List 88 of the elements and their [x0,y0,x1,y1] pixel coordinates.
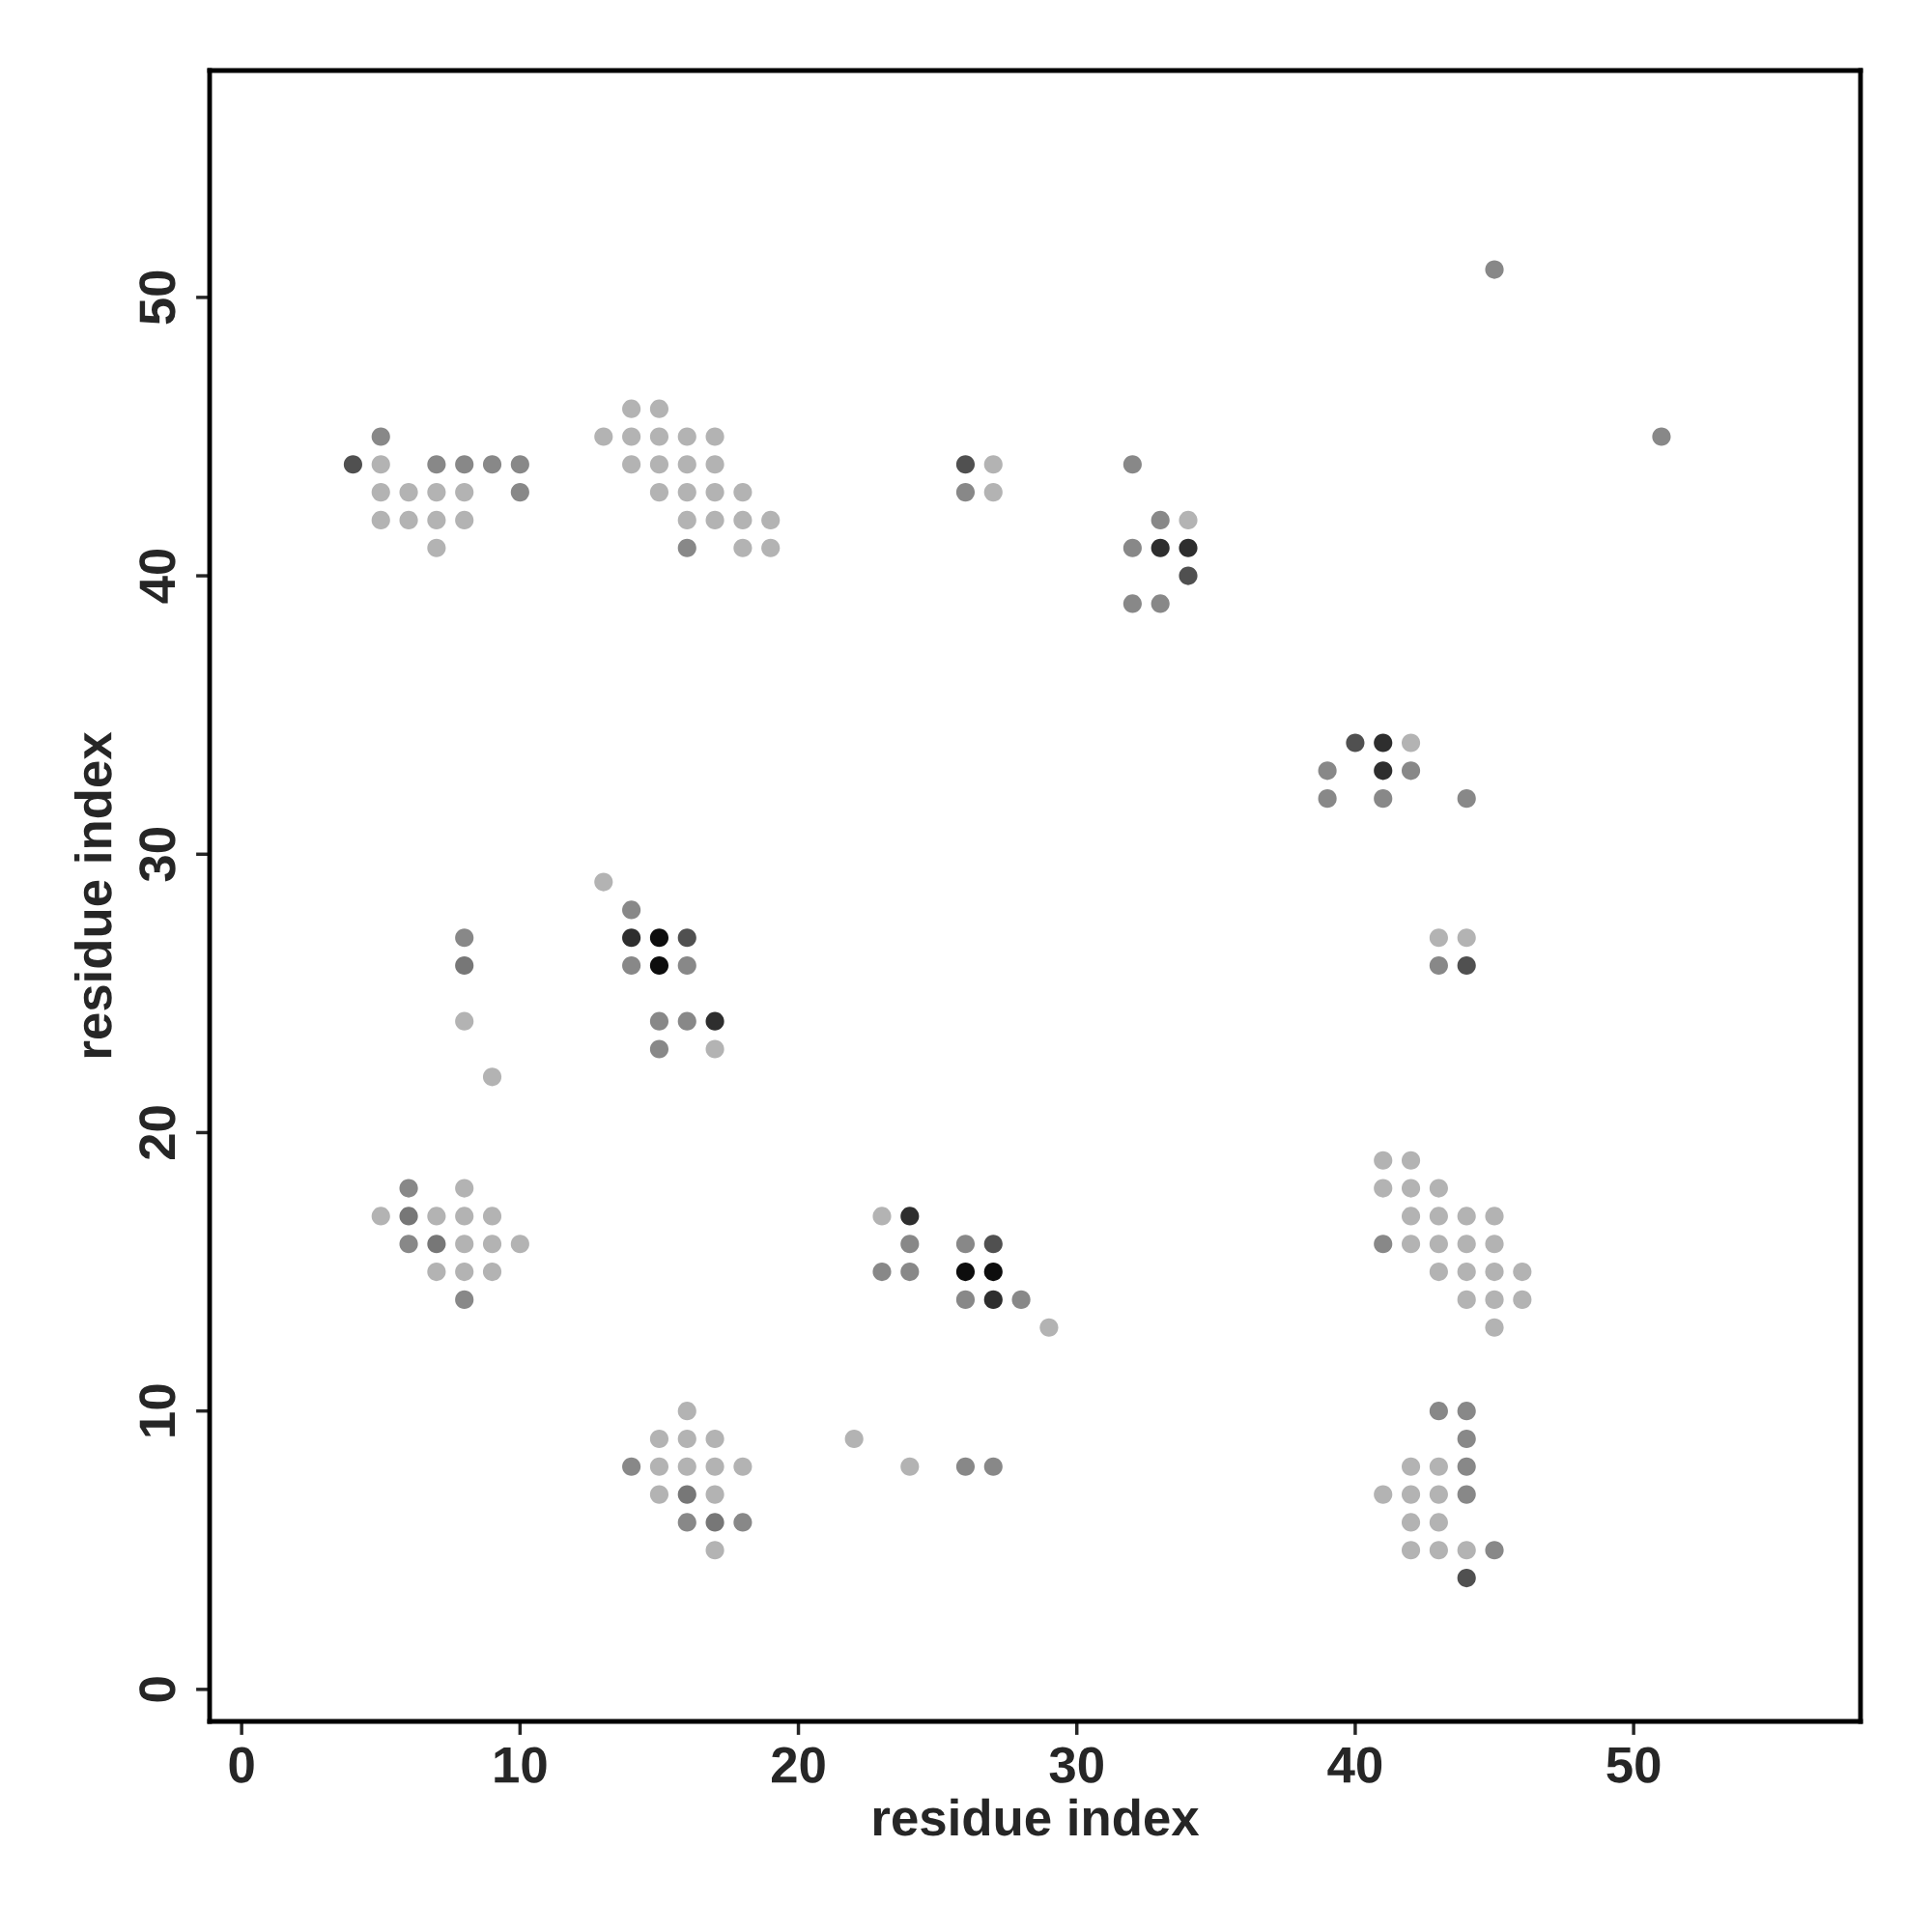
point [455,455,474,474]
point [510,455,529,474]
point [1122,538,1142,557]
point [955,1457,976,1476]
point [649,928,669,948]
point [955,1262,976,1282]
point [1151,594,1170,613]
point [733,1513,753,1532]
point [983,1457,1003,1476]
point [482,455,502,474]
point [900,1235,920,1254]
point [1179,538,1198,557]
point [983,1290,1003,1309]
point [1429,955,1448,976]
point [1011,1290,1031,1309]
point [677,955,696,976]
point [343,455,362,474]
point [1457,955,1476,976]
point [1652,427,1671,446]
point [1374,733,1393,753]
point [1485,1541,1504,1560]
point [983,1262,1003,1282]
point [1151,538,1170,557]
y-tick-label: 30 [139,828,176,882]
point [427,455,446,474]
point [955,1290,976,1309]
point [705,1011,724,1031]
point [455,1290,474,1309]
point [1179,566,1198,585]
point [705,1513,724,1532]
point [983,1235,1003,1254]
y-tick-label: 40 [139,549,176,604]
point [1346,733,1365,753]
point [677,538,696,557]
y-tick-label: 0 [139,1677,176,1702]
point [399,1235,418,1254]
x-tick-label: 20 [772,1747,825,1783]
point [677,1485,696,1504]
x-tick-label: 10 [495,1747,547,1783]
point [955,455,976,474]
point [1457,1457,1476,1476]
point [455,928,474,948]
point [677,928,696,948]
point [1429,1402,1448,1421]
point [872,1262,892,1282]
point [677,1011,696,1031]
x-axis-title: residue index [873,1798,1200,1836]
point [1122,455,1142,474]
y-tick-label: 50 [139,270,176,325]
point [900,1207,920,1226]
point [510,483,529,502]
x-tick-label: 30 [1049,1747,1103,1783]
point [1485,260,1504,279]
point [649,955,669,976]
point [955,1235,976,1254]
point [1457,1429,1476,1449]
x-tick-label: 0 [229,1747,254,1783]
point [371,427,390,446]
y-tick-label: 10 [139,1384,176,1436]
point [1318,761,1337,781]
point [649,1011,669,1031]
point [622,928,641,948]
point [455,955,474,976]
point [1318,789,1337,809]
point [1151,510,1170,530]
point [1122,594,1142,613]
point [1374,789,1393,809]
point [1457,1569,1476,1588]
point [427,1235,446,1254]
y-tick-label: 20 [139,1106,176,1159]
point [622,900,641,920]
point [622,955,641,976]
x-tick-label: 50 [1606,1747,1661,1783]
point [1457,789,1476,809]
point [1457,1402,1476,1421]
point [649,1039,669,1059]
point [1402,761,1421,781]
point [677,1513,696,1532]
point [1457,1485,1476,1504]
point [399,1207,418,1226]
point [399,1179,418,1198]
point [622,1457,641,1476]
x-tick-label: 40 [1327,1747,1382,1783]
point [900,1262,920,1282]
point [1374,761,1393,781]
point [1374,1235,1393,1254]
y-axis-title: residue index [73,731,112,1058]
point [955,483,976,502]
